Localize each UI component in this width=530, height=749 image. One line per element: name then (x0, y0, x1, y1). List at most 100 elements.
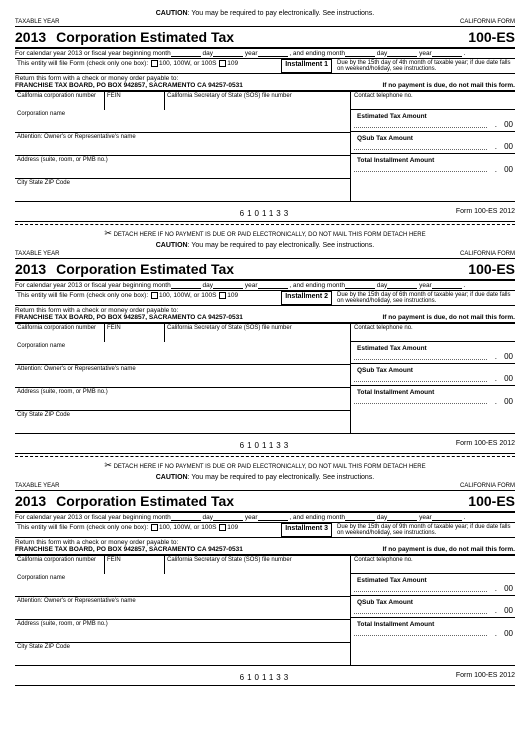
return-text: Return this form with a check or money o… (15, 75, 515, 82)
return-row: Return this form with a check or money o… (15, 306, 515, 324)
bottom-row: 6101133 Form 100-ES 2012 (15, 666, 515, 686)
taxable-year-label: TAXABLE YEAR (15, 19, 59, 25)
scissors-icon: ✂ (104, 228, 112, 238)
top-labels: TAXABLE YEAR CALIFORNIA FORM (15, 251, 515, 259)
checkbox-109[interactable] (219, 60, 226, 67)
entity-row: This entity will file Form (check only o… (15, 59, 515, 74)
entity-left: This entity will file Form (check only o… (15, 59, 278, 73)
addr-field[interactable]: Address (suite, room, or PMB no.) (15, 620, 350, 642)
est-tax-label: Estimated Tax Amount (354, 111, 430, 120)
bottom-row: 6101133 Form 100-ES 2012 (15, 202, 515, 222)
entity-row: This entity will file Form (check only o… (15, 523, 515, 538)
corp-num-field[interactable]: California corporation number (15, 556, 105, 574)
fein-field[interactable]: FEIN (105, 556, 165, 574)
sos-field[interactable]: California Secretary of State (SOS) file… (165, 92, 350, 110)
year-lbl: year (245, 50, 258, 57)
attn-field[interactable]: Attention: Owner's or Representative's n… (15, 133, 350, 155)
checkbox-109[interactable] (219, 292, 226, 299)
est-tax-box[interactable]: Estimated Tax Amount .00 (351, 342, 515, 364)
eyear-lbl: year (419, 50, 432, 57)
calendar-row: For calendar year 2013 or fiscal year be… (15, 513, 515, 523)
caution-rest: : You may be required to pay electronica… (188, 10, 375, 17)
calendar-row: For calendar year 2013 or fiscal year be… (15, 281, 515, 291)
corp-name-field[interactable]: Corporation name (15, 574, 350, 596)
est-tax-box[interactable]: Estimated Tax Amount .00 (351, 574, 515, 596)
return-row: Return this form with a check or money o… (15, 538, 515, 556)
eday-blank[interactable] (387, 50, 417, 57)
city-field[interactable]: City State ZIP Code (15, 179, 350, 201)
due-text-3: Due by the 15th day of 9th month of taxa… (335, 523, 515, 537)
caution-line: CAUTION: You may be required to pay elec… (15, 474, 515, 481)
title-row: 2013 Corporation Estimated Tax 100-ES (15, 27, 515, 49)
opt1: 100, 100W, or 100S (159, 60, 216, 67)
addr-row: Address (suite, room, or PMB no.) (15, 156, 350, 179)
form-number: 100-ES (468, 29, 515, 45)
contact-field[interactable]: Contact telephone no. (351, 92, 515, 110)
corp-num-field[interactable]: California corporation number (15, 92, 105, 110)
top-labels: TAXABLE YEAR CALIFORNIA FORM (15, 19, 515, 27)
info-right: Contact telephone no. Estimated Tax Amou… (350, 92, 515, 201)
month-blank[interactable] (171, 50, 201, 57)
no-payment-text: If no payment is due, do not mail this f… (382, 82, 515, 89)
form-title: Corporation Estimated Tax (56, 29, 234, 45)
attn-row: Attention: Owner's or Representative's n… (15, 133, 350, 156)
year-blank[interactable] (258, 50, 288, 57)
title-row: 2013Corporation Estimated Tax 100-ES (15, 259, 515, 281)
city-field[interactable]: City State ZIP Code (15, 411, 350, 433)
installment-2-box: Installment 2 (281, 291, 332, 305)
info-grid: California corporation number FEIN Calif… (15, 324, 515, 434)
checkbox-100[interactable] (151, 292, 158, 299)
attn-field[interactable]: Attention: Owner's or Representative's n… (15, 365, 350, 387)
franchise-addr: FRANCHISE TAX BOARD, PO BOX 942857, SACR… (15, 82, 243, 89)
attn-field[interactable]: Attention: Owner's or Representative's n… (15, 597, 350, 619)
corp-name-row: Corporation name (15, 110, 350, 133)
fein-field[interactable]: FEIN (105, 324, 165, 342)
checkbox-109[interactable] (219, 524, 226, 531)
contact-field[interactable]: Contact telephone no. (351, 556, 515, 574)
total-box[interactable]: Total Installment Amount .00 (351, 618, 515, 640)
contact-field[interactable]: Contact telephone no. (351, 324, 515, 342)
detach-line: ✂ DETACH HERE IF NO PAYMENT IS DUE OR PA… (15, 456, 515, 474)
addr-field[interactable]: Address (suite, room, or PMB no.) (15, 388, 350, 410)
corp-num-field[interactable]: California corporation number (15, 324, 105, 342)
checkbox-100[interactable] (151, 60, 158, 67)
top-labels: TAXABLE YEAR CALIFORNIA FORM (15, 483, 515, 491)
emonth-blank[interactable] (345, 50, 375, 57)
est-tax-box[interactable]: Estimated Tax Amount .00 (351, 110, 515, 132)
qsub-tax-box[interactable]: QSub Tax Amount .00 (351, 132, 515, 154)
year: 2013 (15, 29, 46, 45)
id-row: California corporation number FEIN Calif… (15, 92, 350, 110)
qsub-tax-box[interactable]: QSub Tax Amount .00 (351, 364, 515, 386)
cal-form-label: CALIFORNIA FORM (460, 19, 515, 25)
addr-field[interactable]: Address (suite, room, or PMB no.) (15, 156, 350, 178)
entity-text: This entity will file Form (check only o… (17, 60, 148, 67)
cal-text: For calendar year 2013 or fiscal year be… (15, 50, 171, 57)
voucher-2: CAUTION: You may be required to pay elec… (15, 242, 515, 474)
bottom-row: 6101133 Form 100-ES 2012 (15, 434, 515, 454)
info-left: California corporation number FEIN Calif… (15, 92, 350, 201)
checkbox-100[interactable] (151, 524, 158, 531)
fein-field[interactable]: FEIN (105, 92, 165, 110)
sos-field[interactable]: California Secretary of State (SOS) file… (165, 556, 350, 574)
city-row: City State ZIP Code (15, 179, 350, 201)
calendar-row: For calendar year 2013 or fiscal year be… (15, 49, 515, 59)
detach-text: DETACH HERE IF NO PAYMENT IS DUE OR PAID… (114, 232, 426, 238)
scissors-icon: ✂ (104, 460, 112, 470)
qsub-tax-box[interactable]: QSub Tax Amount .00 (351, 596, 515, 618)
total-label: Total Installment Amount (354, 155, 437, 164)
barcode-number: 6101133 (75, 441, 456, 450)
sos-field[interactable]: California Secretary of State (SOS) file… (165, 324, 350, 342)
total-box[interactable]: Total Installment Amount .00 (351, 386, 515, 408)
day-blank[interactable] (213, 50, 243, 57)
title-row: 2013Corporation Estimated Tax 100-ES (15, 491, 515, 513)
corp-name-field[interactable]: Corporation name (15, 342, 350, 364)
eyear-blank[interactable] (432, 50, 462, 57)
total-box[interactable]: Total Installment Amount .00 (351, 154, 515, 176)
city-field[interactable]: City State ZIP Code (15, 643, 350, 665)
qsub-tax-label: QSub Tax Amount (354, 133, 416, 142)
due-text-1: Due by the 15th day of 4th month of taxa… (335, 59, 515, 73)
opt2: 109 (227, 60, 238, 67)
ending-lbl: , and ending month (289, 50, 345, 57)
voucher-3: CAUTION: You may be required to pay elec… (15, 474, 515, 686)
corp-name-field[interactable]: Corporation name (15, 110, 350, 132)
